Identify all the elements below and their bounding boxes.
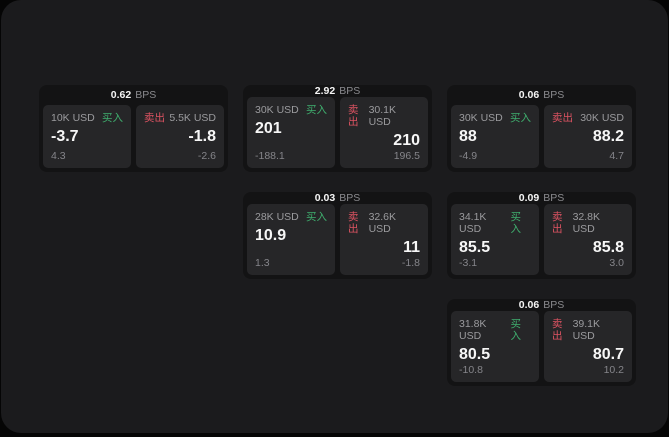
sell-amount: 32.6K USD xyxy=(368,211,397,235)
sell-price: 210 xyxy=(393,132,420,149)
sell-amount: 32.8K USD xyxy=(572,211,601,235)
sell-panel[interactable]: 卖出 32.6K USD 11 -1.8 xyxy=(340,204,428,275)
buy-change: -3.1 xyxy=(459,257,478,269)
spread-card: 0.06 BPS 31.8K USD 买入 80.5 -10.8 卖出 39.1… xyxy=(447,299,636,386)
sell-panel[interactable]: 卖出 30.1K USD 210 196.5 xyxy=(340,97,428,168)
sell-side-label: 卖出 xyxy=(552,211,563,235)
buy-amount: 31.8K USD xyxy=(459,318,487,342)
buy-amount: 28K USD xyxy=(255,211,299,223)
bps-value: 0.09 xyxy=(518,192,540,204)
buy-side-label: 买入 xyxy=(306,104,327,116)
sell-side-label: 卖出 xyxy=(348,104,359,128)
buy-side-label: 买入 xyxy=(510,112,531,124)
buy-price: 10.9 xyxy=(255,227,287,244)
sell-change: -2.6 xyxy=(197,150,216,162)
spread-card: 0.03 BPS 28K USD 买入 10.9 1.3 卖出 32.6K US… xyxy=(243,192,432,279)
sell-change: -1.8 xyxy=(401,257,420,269)
buy-change: 1.3 xyxy=(255,257,270,269)
sell-price: 88.2 xyxy=(592,128,624,145)
sell-price: 85.8 xyxy=(592,239,624,256)
bps-unit-label: BPS xyxy=(543,89,565,101)
spread-header: 0.06 BPS xyxy=(451,85,632,105)
buy-amount: 10K USD xyxy=(51,112,95,124)
buy-panel[interactable]: 34.1K USD 买入 85.5 -3.1 xyxy=(451,204,539,275)
sell-change: 196.5 xyxy=(393,150,420,162)
sell-side-label: 卖出 xyxy=(348,211,359,235)
bps-unit-label: BPS xyxy=(339,85,361,97)
spread-header: 0.03 BPS xyxy=(247,192,428,204)
buy-side-label: 买入 xyxy=(306,211,327,223)
buy-side-label: 买入 xyxy=(102,112,123,124)
bps-unit-label: BPS xyxy=(543,192,565,204)
buy-side-label: 买入 xyxy=(510,211,521,235)
sell-panel[interactable]: 卖出 5.5K USD -1.8 -2.6 xyxy=(136,105,224,168)
buy-panel[interactable]: 10K USD 买入 -3.7 4.3 xyxy=(43,105,131,168)
sell-panel[interactable]: 卖出 39.1K USD 80.7 10.2 xyxy=(544,311,632,382)
spread-header: 0.09 BPS xyxy=(451,192,632,204)
sell-amount: 30K USD xyxy=(580,112,624,124)
buy-change: -4.9 xyxy=(459,150,478,162)
sell-side-label: 卖出 xyxy=(144,112,165,124)
bps-value: 2.92 xyxy=(314,85,336,97)
sell-price: 80.7 xyxy=(592,346,624,363)
bps-value: 0.06 xyxy=(518,89,540,101)
buy-panel[interactable]: 30K USD 买入 88 -4.9 xyxy=(451,105,539,168)
sell-side-label: 卖出 xyxy=(552,318,563,342)
bps-unit-label: BPS xyxy=(543,299,565,311)
spread-card: 0.62 BPS 10K USD 买入 -3.7 4.3 卖出 5.5K USD xyxy=(39,85,228,172)
bps-value: 0.06 xyxy=(518,299,540,311)
spread-header: 0.62 BPS xyxy=(43,85,224,105)
buy-amount: 34.1K USD xyxy=(459,211,487,235)
buy-side-label: 买入 xyxy=(510,318,521,342)
buy-amount: 30K USD xyxy=(459,112,503,124)
spread-card: 2.92 BPS 30K USD 买入 201 -188.1 卖出 30.1K … xyxy=(243,85,432,172)
sell-change: 3.0 xyxy=(609,257,624,269)
sell-side-label: 卖出 xyxy=(552,112,573,124)
spread-header: 0.06 BPS xyxy=(451,299,632,311)
sell-panel[interactable]: 卖出 32.8K USD 85.8 3.0 xyxy=(544,204,632,275)
buy-change: -188.1 xyxy=(255,150,285,162)
sell-panel[interactable]: 卖出 30K USD 88.2 4.7 xyxy=(544,105,632,168)
bps-unit-label: BPS xyxy=(339,192,361,204)
sell-price: 11 xyxy=(403,239,420,256)
buy-change: 4.3 xyxy=(51,150,66,162)
buy-change: -10.8 xyxy=(459,364,483,376)
sell-change: 4.7 xyxy=(609,150,624,162)
buy-panel[interactable]: 31.8K USD 买入 80.5 -10.8 xyxy=(451,311,539,382)
spread-card: 0.06 BPS 30K USD 买入 88 -4.9 卖出 30K USD xyxy=(447,85,636,172)
spread-header: 2.92 BPS xyxy=(247,85,428,97)
quote-card-grid: 0.62 BPS 10K USD 买入 -3.7 4.3 卖出 5.5K USD xyxy=(39,85,636,386)
bps-unit-label: BPS xyxy=(135,89,157,101)
sell-change: 10.2 xyxy=(603,364,624,376)
buy-price: 85.5 xyxy=(459,239,491,256)
buy-price: 88 xyxy=(459,128,477,145)
sell-price: -1.8 xyxy=(188,128,216,145)
bps-value: 0.62 xyxy=(110,89,132,101)
buy-price: -3.7 xyxy=(51,128,79,145)
sell-amount: 30.1K USD xyxy=(368,104,397,128)
buy-panel[interactable]: 28K USD 买入 10.9 1.3 xyxy=(247,204,335,275)
spread-card: 0.09 BPS 34.1K USD 买入 85.5 -3.1 卖出 32.8K… xyxy=(447,192,636,279)
bps-value: 0.03 xyxy=(314,192,336,204)
sell-amount: 5.5K USD xyxy=(169,112,216,124)
buy-panel[interactable]: 30K USD 买入 201 -188.1 xyxy=(247,97,335,168)
sell-amount: 39.1K USD xyxy=(572,318,601,342)
buy-amount: 30K USD xyxy=(255,104,299,116)
buy-price: 80.5 xyxy=(459,346,491,363)
buy-price: 201 xyxy=(255,120,282,137)
